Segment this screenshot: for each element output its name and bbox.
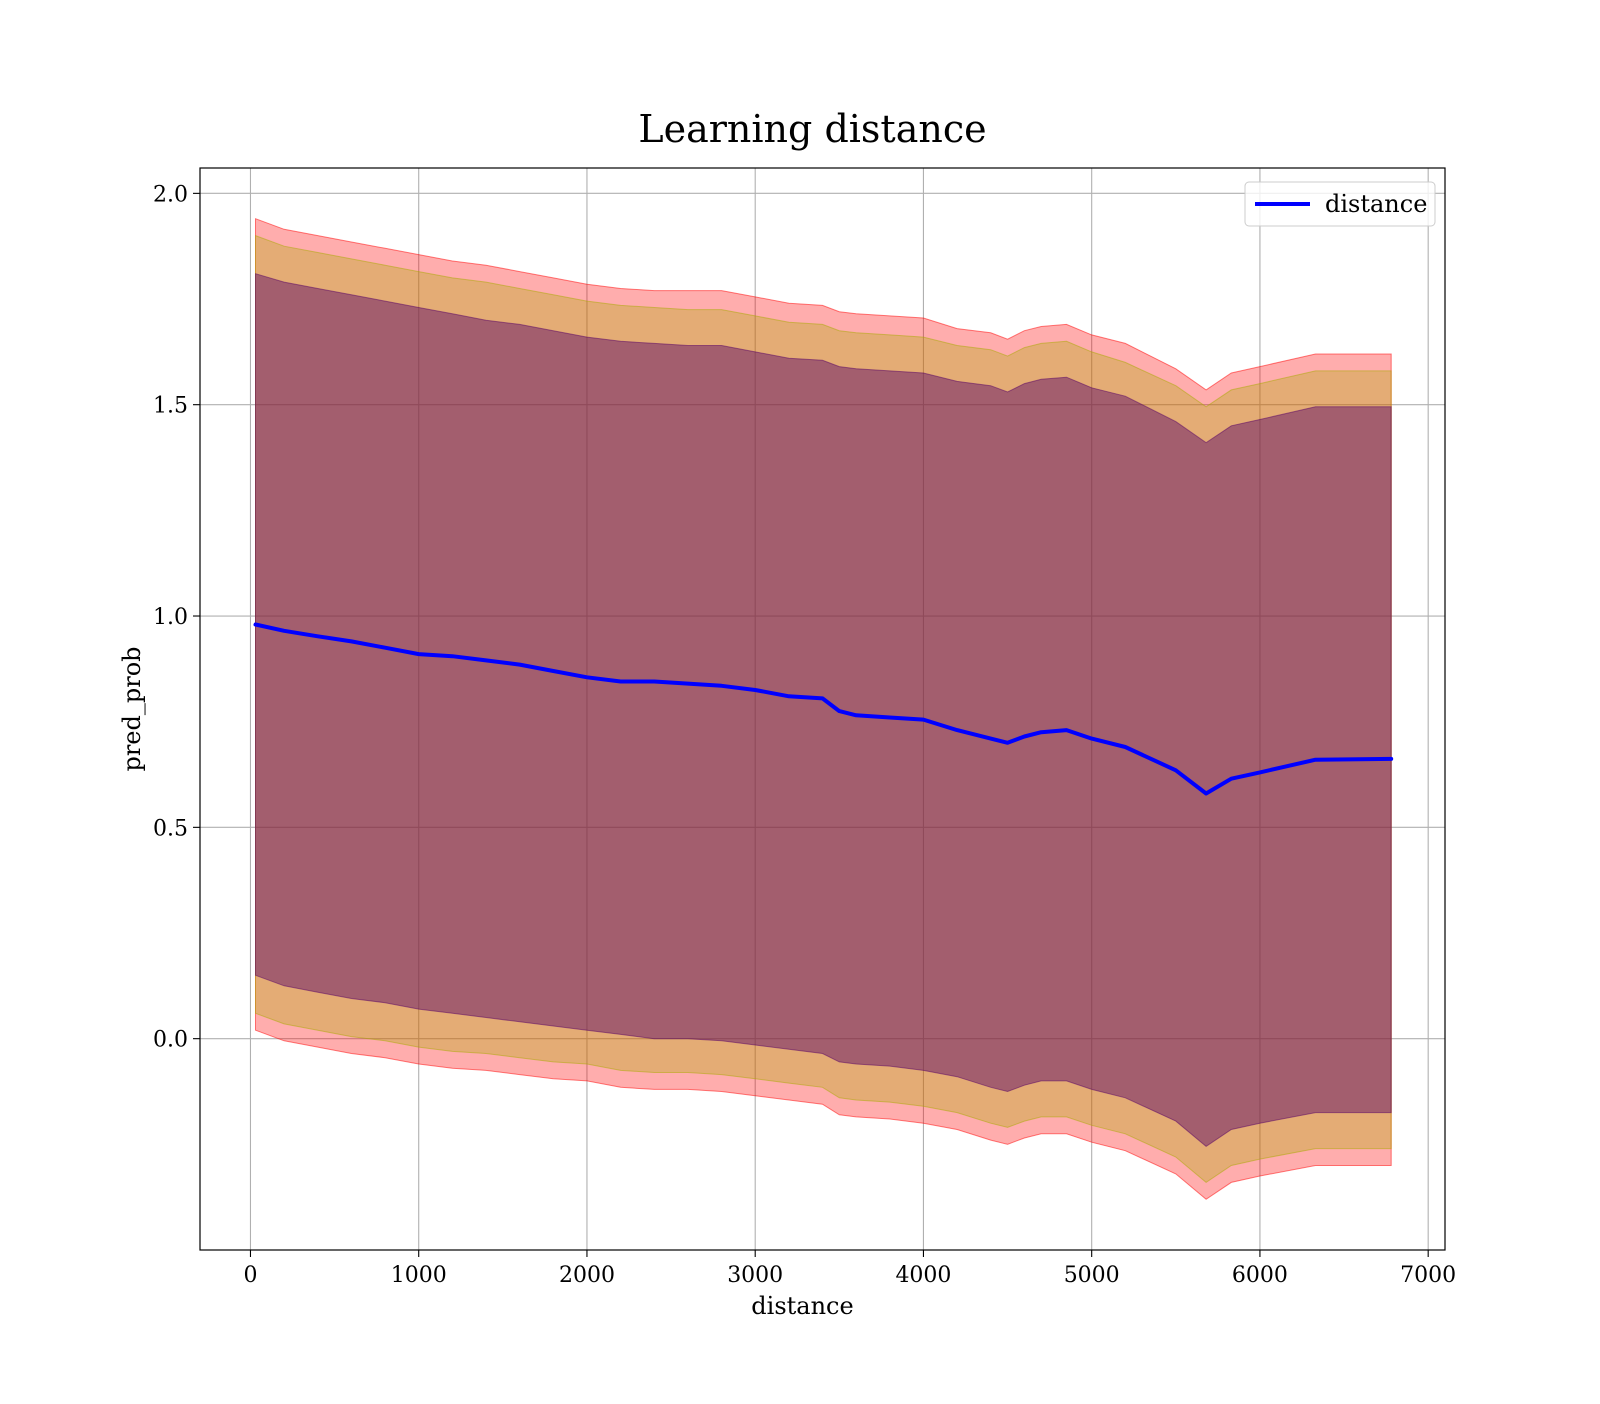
series-lines (253, 622, 1394, 796)
x-tick-label: 7000 (1400, 1263, 1456, 1288)
x-axis-label: distance (751, 1292, 853, 1320)
y-tick-label: 1.0 (153, 605, 188, 630)
y-tick-label: 0.0 (153, 1028, 188, 1053)
legend-box (1244, 181, 1436, 227)
y-tick-label: 0.5 (153, 816, 188, 841)
confidence-bands (255, 217, 1392, 1200)
x-tick-label: 3000 (727, 1263, 783, 1288)
x-tick-label: 6000 (1232, 1263, 1288, 1288)
chart-title: Learning distance (638, 107, 986, 151)
x-tick-label: 2000 (559, 1263, 615, 1288)
series-line-distance (253, 622, 1394, 796)
band-outer (255, 217, 1392, 1200)
band-inner (255, 273, 1392, 1148)
grid-lines (200, 168, 1445, 1250)
y-tick-label: 1.5 (153, 394, 188, 419)
y-axis-label: pred_prob (118, 646, 146, 771)
x-tick-label: 0 (243, 1263, 257, 1288)
band-middle (255, 234, 1392, 1184)
x-tick-label: 5000 (1064, 1263, 1120, 1288)
x-tick-label: 4000 (895, 1263, 951, 1288)
axis-ticks: 0 1000 2000 3000 4000 5000 6000 7000 0.0 0.5 1.0 1.… (153, 182, 1456, 1288)
plot-area-frame (199, 167, 1446, 1251)
x-tick-label: 1000 (391, 1263, 447, 1288)
legend: distance (1244, 181, 1436, 227)
y-tick-label: 2.0 (153, 182, 188, 207)
legend-label: distance (1325, 190, 1427, 218)
